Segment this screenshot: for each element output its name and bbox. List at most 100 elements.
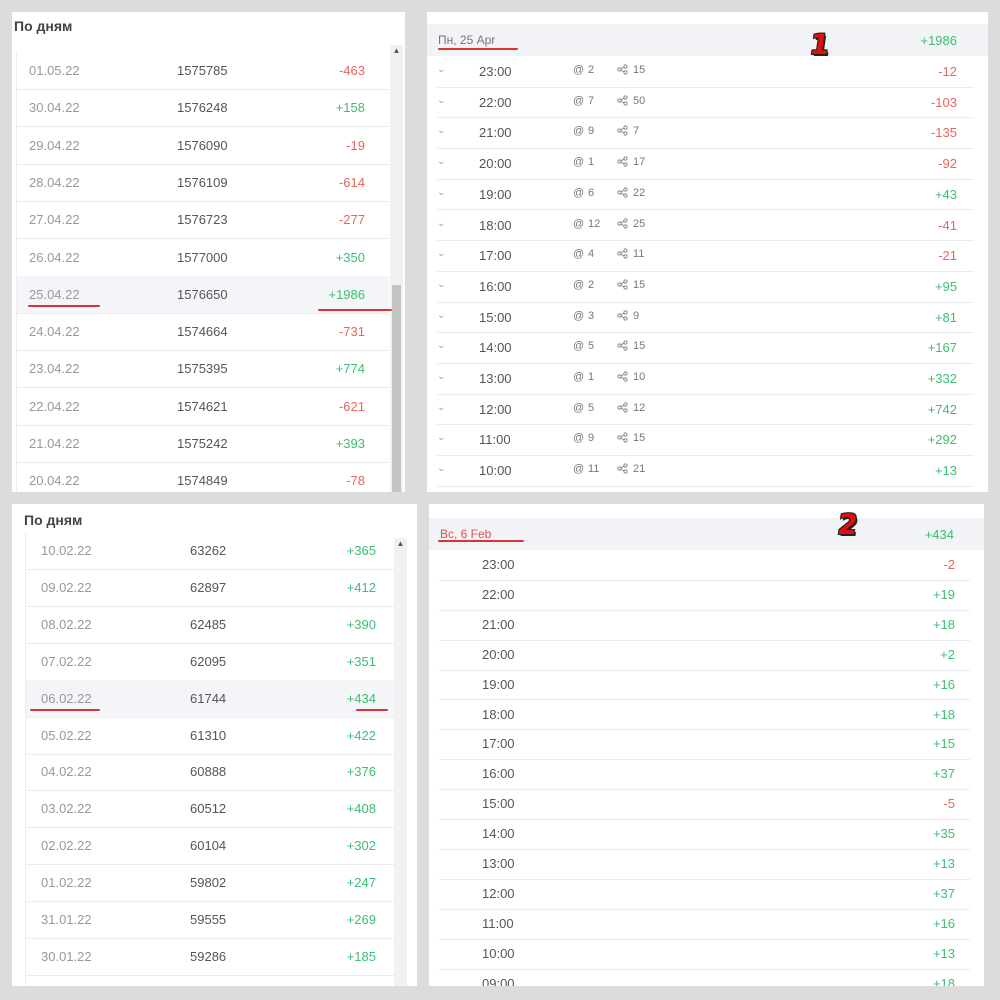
day-row[interactable]: 08.02.22 62485 +390 (26, 606, 396, 644)
day-row[interactable]: 28.04.22 1576109 -614 (17, 164, 389, 202)
day-total: 59802 (190, 875, 227, 891)
hour-row[interactable]: ⌄ 14:00 @5 15 +167 (437, 332, 974, 364)
day-row[interactable]: 20.04.22 1574849 -78 (17, 462, 389, 492)
day-row[interactable]: 25.04.22 1576650 +1986 (17, 275, 389, 314)
chevron-down-icon[interactable]: ⌄ (437, 125, 446, 137)
mention-icon: @ (573, 94, 585, 107)
day-date: 24.04.22 (29, 324, 80, 340)
day-row[interactable]: 21.04.22 1575242 +393 (17, 425, 389, 463)
hour-row[interactable]: 13:00 +13 (439, 849, 970, 880)
annotation-underline (438, 540, 524, 542)
chevron-down-icon[interactable]: ⌄ (437, 94, 446, 106)
hour-time: 18:00 (479, 217, 512, 233)
hour-row[interactable]: 20:00 +2 (439, 640, 970, 671)
day-row[interactable]: 02.02.22 60104 +302 (26, 827, 396, 866)
chevron-down-icon[interactable]: ⌄ (437, 64, 446, 75)
day-row[interactable]: 04.02.22 60888 +376 (26, 753, 396, 792)
share-icon (617, 279, 628, 293)
hour-row[interactable]: 16:00 +37 (439, 759, 970, 791)
hour-row[interactable]: 09:00 +18 (439, 969, 970, 986)
hour-time: 11:00 (482, 915, 514, 931)
repost-count: 7 (633, 125, 640, 138)
hour-time: 16:00 (482, 766, 515, 782)
mention-icon: @ (573, 309, 585, 322)
hour-time: 20:00 (479, 156, 512, 172)
hour-row[interactable]: 15:00 -5 (439, 789, 970, 821)
repost-count: 50 (633, 94, 646, 107)
hour-row[interactable]: ⌄ 18:00 @12 25 -41 (437, 210, 974, 242)
share-icon (617, 95, 628, 109)
day-diff: -78 (346, 473, 365, 489)
chevron-down-icon[interactable]: ⌄ (437, 463, 446, 475)
day-row[interactable]: 07.02.22 62095 +351 (26, 643, 396, 681)
scroll-up-arrow-icon[interactable]: ▲ (396, 539, 405, 548)
hour-row[interactable]: ⌄ 20:00 @1 17 -92 (437, 148, 974, 180)
chevron-down-icon[interactable]: ⌄ (437, 278, 446, 290)
chevron-down-icon[interactable]: ⌄ (437, 217, 446, 229)
hour-row[interactable]: ⌄ 11:00 @9 15 +292 (437, 424, 974, 457)
day-diff: +247 (346, 875, 376, 891)
day-row[interactable]: 22.04.22 1574621 -621 (17, 388, 389, 426)
chevron-down-icon[interactable]: ⌄ (437, 432, 446, 444)
hour-row[interactable]: ⌄ 21:00 @9 7 -135 (437, 117, 974, 150)
chevron-down-icon[interactable]: ⌄ (437, 401, 446, 413)
day-row[interactable]: 27.04.22 1576723 -277 (17, 201, 389, 240)
hour-row[interactable]: ⌄ 16:00 @2 15 +95 (437, 271, 974, 303)
day-row[interactable]: 29.04.22 1576090 -19 (17, 127, 389, 165)
hour-row[interactable]: ⌄ 22:00 @7 50 -103 (437, 87, 974, 119)
day-row[interactable]: 30.01.22 59286 +185 (26, 938, 396, 976)
day-row[interactable]: 26.04.22 1577000 +350 (17, 239, 389, 277)
chevron-down-icon[interactable]: ⌄ (437, 186, 446, 198)
hour-time: 23:00 (482, 557, 515, 572)
repost-count: 21 (633, 463, 646, 476)
hour-row[interactable]: 23:00 -2 (439, 550, 970, 581)
hour-row[interactable]: ⌄ 23:00 @2 15 -12 (437, 56, 974, 88)
hour-row[interactable]: 17:00 +15 (439, 729, 970, 761)
scroll-thumb[interactable] (392, 285, 401, 492)
day-date: 29.04.22 (29, 137, 80, 153)
day-total: 59286 (190, 948, 227, 964)
annotation-underline (30, 709, 100, 711)
hour-row[interactable]: 14:00 +35 (439, 819, 970, 850)
hour-row[interactable]: ⌄ 10:00 @11 21 +13 (437, 455, 974, 487)
hour-row[interactable]: ⌄ 15:00 @3 9 +81 (437, 302, 974, 334)
mention-icon: @ (573, 432, 585, 445)
scrollbar[interactable]: ▲ (390, 45, 403, 492)
hour-row[interactable]: 21:00 +18 (439, 610, 970, 641)
hour-row[interactable]: ⌄ 19:00 @6 22 +43 (437, 179, 974, 211)
day-row[interactable]: 01.05.22 1575785 -463 (17, 52, 389, 90)
hour-row[interactable]: 11:00 +16 (439, 909, 970, 940)
hour-row[interactable]: ⌄ 13:00 @1 10 +332 (437, 363, 974, 395)
scroll-up-arrow-icon[interactable]: ▲ (392, 46, 401, 55)
hour-diff: +95 (934, 278, 957, 294)
day-row[interactable]: 06.02.22 61744 +434 (26, 679, 396, 718)
hour-row[interactable]: 19:00 +16 (439, 670, 970, 701)
day-row[interactable]: 01.02.22 59802 +247 (26, 864, 396, 903)
day-row[interactable]: 03.02.22 60512 +408 (26, 790, 396, 829)
day-row[interactable]: 10.02.22 63262 +365 (26, 532, 396, 570)
chevron-down-icon[interactable]: ⌄ (437, 248, 446, 260)
day-row[interactable]: 09.02.22 62897 +412 (26, 569, 396, 607)
chevron-down-icon[interactable]: ⌄ (437, 309, 446, 321)
detail-total: +434 (924, 527, 954, 542)
day-diff: +302 (346, 838, 376, 854)
hour-time: 21:00 (482, 616, 515, 632)
hour-row[interactable]: ⌄ 12:00 @5 12 +742 (437, 394, 974, 426)
day-date: 01.02.22 (41, 875, 92, 891)
day-row[interactable]: 24.04.22 1574664 -731 (17, 313, 389, 352)
hour-row[interactable]: 12:00 +37 (439, 879, 970, 910)
chevron-down-icon[interactable]: ⌄ (437, 340, 446, 352)
day-row[interactable]: 05.02.22 61310 +422 (26, 717, 396, 755)
hour-row[interactable]: ⌄ 17:00 @4 11 -21 (437, 240, 974, 272)
scrollbar[interactable]: ▲ (394, 538, 407, 986)
day-row[interactable]: 23.04.22 1575395 +774 (17, 350, 389, 389)
chevron-down-icon[interactable]: ⌄ (437, 156, 446, 168)
hour-row[interactable]: 10:00 +13 (439, 939, 970, 970)
day-row[interactable]: 30.04.22 1576248 +158 (17, 89, 389, 128)
hour-row[interactable]: 18:00 +18 (439, 700, 970, 731)
mention-icon: @ (573, 156, 585, 169)
chevron-down-icon[interactable]: ⌄ (437, 371, 446, 382)
hour-time: 11:00 (479, 432, 511, 448)
day-row[interactable]: 31.01.22 59555 +269 (26, 901, 396, 939)
hour-row[interactable]: 22:00 +19 (439, 580, 970, 611)
